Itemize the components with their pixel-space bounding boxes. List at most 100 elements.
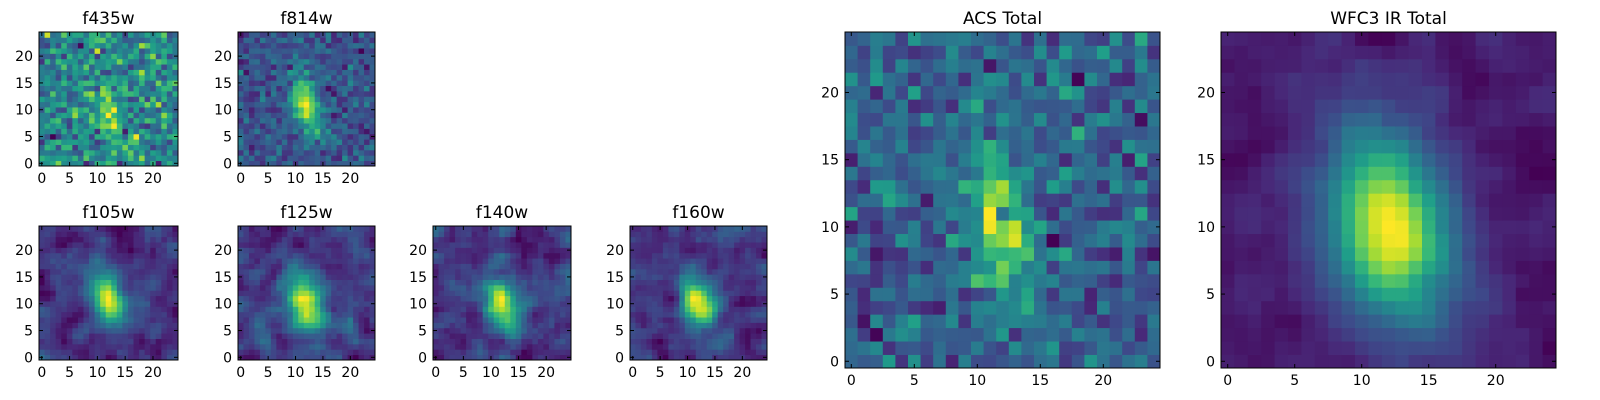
heatmap-cell: [292, 349, 299, 356]
heatmap-cell: [460, 242, 467, 248]
heatmap-cell: [662, 311, 669, 318]
heatmap-cell: [254, 139, 261, 145]
heatmap-cell: [172, 48, 179, 54]
heatmap-cell: [122, 290, 129, 297]
heatmap-cell: [908, 260, 921, 275]
heatmap-cell: [1122, 193, 1136, 208]
heatmap-cell: [695, 311, 702, 318]
heatmap-cell: [50, 69, 57, 76]
heatmap-cell: [438, 338, 445, 345]
heatmap-cell: [347, 85, 354, 92]
heatmap-cell: [728, 268, 735, 275]
heatmap-cell: [559, 306, 566, 313]
heatmap-cell: [309, 128, 316, 135]
heatmap-cell: [554, 349, 561, 356]
heatmap-cell: [325, 32, 332, 38]
heatmap-cell: [1395, 220, 1409, 234]
heatmap-cell: [662, 274, 669, 280]
heatmap-cell: [1422, 220, 1436, 234]
heatmap-cell: [83, 226, 90, 232]
heatmap-cell: [1046, 206, 1060, 221]
heatmap-cell: [1059, 206, 1073, 221]
heatmap-cell: [122, 123, 129, 129]
heatmap-cell: [105, 139, 112, 145]
heatmap-cell: [565, 317, 572, 323]
heatmap-cell: [504, 327, 511, 334]
heatmap-cell: [314, 258, 321, 264]
heatmap-cell: [139, 274, 146, 280]
heatmap-cell: [1301, 273, 1316, 288]
heatmap-cell: [882, 327, 896, 342]
heatmap-cell: [493, 343, 500, 350]
heatmap-cell: [100, 101, 107, 108]
heatmap-cell: [172, 306, 179, 313]
heatmap-cell: [77, 295, 84, 302]
heatmap-cell: [238, 117, 244, 124]
heatmap-cell: [662, 333, 669, 339]
heatmap-cell: [554, 274, 561, 280]
heatmap-cell: [526, 268, 533, 275]
heatmap-cell: [532, 263, 539, 270]
heatmap-cell: [364, 322, 370, 329]
y-tick-label: 20: [214, 243, 232, 259]
heatmap-cell: [89, 139, 95, 145]
heatmap-cell: [342, 290, 348, 297]
heatmap-cell: [510, 290, 517, 297]
heatmap-cell: [259, 69, 266, 76]
heatmap-cell: [695, 268, 702, 275]
heatmap-cell: [526, 333, 533, 339]
heatmap-cell: [1147, 341, 1161, 355]
heatmap-cell: [739, 306, 746, 313]
heatmap-cell: [455, 322, 461, 329]
heatmap-cell: [845, 260, 858, 275]
heatmap-cell: [105, 85, 112, 92]
heatmap-cell: [1008, 193, 1022, 208]
heatmap-cell: [684, 349, 691, 356]
heatmap-cell: [1122, 139, 1136, 154]
heatmap-cell: [166, 279, 173, 286]
heatmap-cell: [565, 322, 572, 329]
heatmap-cell: [100, 107, 107, 113]
heatmap-cell: [499, 333, 506, 339]
heatmap-cell: [105, 53, 112, 60]
heatmap-cell: [908, 300, 921, 315]
heatmap-cell: [61, 42, 68, 49]
heatmap-cell: [314, 144, 321, 151]
heatmap-cell: [116, 226, 123, 232]
heatmap-cell: [155, 90, 162, 97]
heatmap-cell: [111, 284, 118, 291]
heatmap-cell: [369, 226, 376, 232]
heatmap-cell: [543, 268, 550, 275]
heatmap-cell: [72, 139, 79, 145]
heatmap-cell: [72, 160, 79, 167]
heatmap-cell: [66, 112, 73, 119]
heatmap-cell: [1097, 99, 1110, 114]
heatmap-cell: [83, 90, 90, 97]
heatmap-cell: [105, 322, 112, 329]
heatmap-cell: [1059, 341, 1073, 355]
heatmap-cell: [270, 279, 277, 286]
heatmap-cell: [336, 338, 343, 345]
heatmap-cell: [66, 107, 73, 113]
heatmap-cell: [347, 247, 354, 254]
heatmap-cell: [895, 287, 909, 302]
heatmap-cell: [1084, 233, 1098, 248]
heatmap-cell: [1046, 58, 1060, 73]
heatmap-cell: [482, 349, 489, 356]
heatmap-cell: [276, 354, 283, 361]
heatmap-cell: [1288, 166, 1302, 181]
heatmap-cell: [971, 193, 984, 208]
heatmap-cell: [292, 327, 299, 334]
heatmap-cell: [161, 242, 168, 248]
heatmap-cell: [243, 354, 250, 361]
heatmap-cell: [243, 268, 250, 275]
heatmap-cell: [870, 179, 884, 194]
heatmap-cell: [996, 354, 1010, 369]
heatmap-cell: [298, 112, 305, 119]
heatmap-cell: [640, 290, 647, 297]
heatmap-cell: [320, 231, 327, 238]
heatmap-cell: [172, 349, 179, 356]
heatmap-cell: [1301, 220, 1316, 234]
heatmap-cell: [723, 311, 730, 318]
heatmap-cell: [455, 338, 461, 345]
